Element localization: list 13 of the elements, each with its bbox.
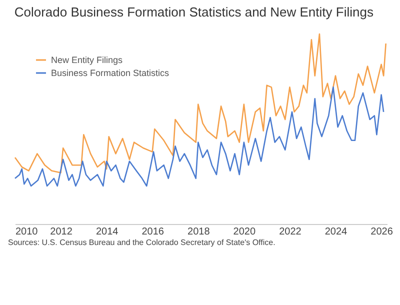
x-tick-label: 2014 [96,226,119,238]
chart-title: Colorado Business Formation Statistics and New Entity Filings [14,4,374,20]
x-tick-label: 2024 [324,226,348,238]
x-tick-label: 2026 [370,226,394,238]
x-tick-label: 2016 [142,226,164,238]
legend-label: Business Formation Statistics [51,68,170,78]
x-tick-label: 2018 [188,226,210,238]
x-tick-label: 2012 [50,226,73,238]
x-tick-label: 2022 [279,226,302,238]
legend-label: New Entity Filings [51,55,124,65]
x-tick-label: 2020 [233,226,256,238]
source-note: Sources: U.S. Census Bureau and the Colorado Secretary of State's Office. [7,238,276,247]
x-tick-label: 2010 [16,226,38,238]
